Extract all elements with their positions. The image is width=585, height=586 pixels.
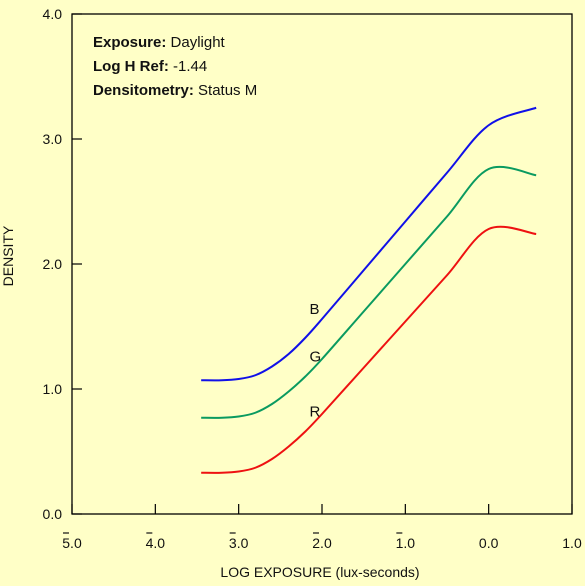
series-line-R [201,225,537,474]
x-tick-label: 1.0 [396,535,416,551]
y-axis-ticks: 0.0 1.0 2.0 3.0 4.0 [43,6,82,522]
y-axis-label: DENSITY [0,225,16,286]
y-tick-label: 2.0 [43,256,63,272]
info-value: -1.44 [169,58,207,75]
series-label-R: R [310,404,321,421]
series-line-G [201,165,537,419]
info-key: Exposure: [93,34,166,51]
series-label-G: G [310,349,322,366]
x-tick-label: 0.0 [479,535,499,551]
series-line-B [201,106,537,382]
series-labels: B G R [310,301,322,421]
x-axis-ticks: 5.0 4.0 3.0 2.0 1.0 0.0 1.0 [62,504,582,551]
x-tick-label: 4.0 [146,535,166,551]
x-tick-label: 2.0 [312,535,332,551]
y-tick-label: 0.0 [43,506,63,522]
x-tick-label: 1.0 [562,535,582,551]
y-tick-label: 1.0 [43,381,63,397]
info-row: Log H Ref: -1.44 [93,58,207,75]
x-tick-label: 3.0 [229,535,249,551]
info-key: Log H Ref: [93,58,169,75]
info-value: Status M [194,82,257,99]
x-tick-label: 5.0 [62,535,82,551]
info-key: Densitometry: [93,82,194,99]
info-value: Daylight [166,34,225,51]
x-axis-label: LOG EXPOSURE (lux-seconds) [220,564,419,580]
y-tick-label: 3.0 [43,131,63,147]
info-box: Exposure: Daylight Log H Ref: -1.44 Densit… [93,34,257,99]
series-label-B: B [310,301,320,318]
info-row: Exposure: Daylight [93,34,226,51]
y-tick-label: 4.0 [43,6,63,22]
info-row: Densitometry: Status M [93,82,257,99]
series-layer [201,106,537,474]
